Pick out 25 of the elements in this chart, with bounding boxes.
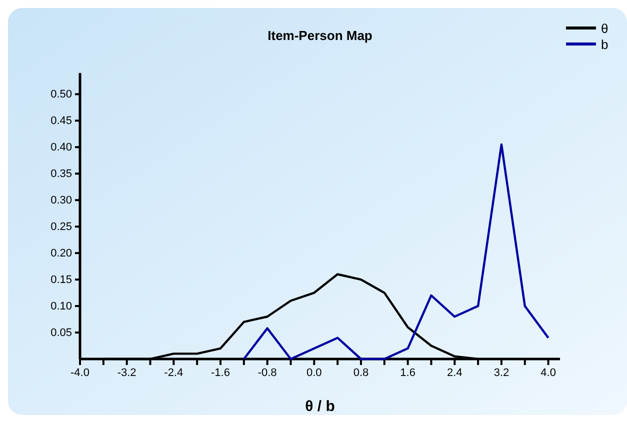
y-tick-label: 0.40	[50, 142, 72, 154]
x-tick-label: -2.4	[164, 366, 184, 379]
chart-title: Item-Person Map	[268, 28, 372, 43]
x-tick-label: -4.0	[70, 366, 90, 379]
x-axis-title: θ / b	[305, 398, 335, 415]
x-tick-label: 3.2	[494, 366, 510, 379]
x-tick-label: 2.4	[446, 366, 462, 379]
y-tick-label: 0.25	[50, 221, 72, 234]
x-tick-label: 4.0	[540, 366, 556, 379]
y-tick-label: 0.45	[50, 115, 72, 128]
x-tick-label: -1.6	[211, 366, 230, 379]
y-tick-label: 0.15	[50, 274, 72, 286]
x-tick-label: -0.8	[258, 366, 277, 379]
legend-label: θ	[601, 21, 608, 36]
y-tick-label: 0.10	[50, 300, 72, 313]
y-tick-label: 0.50	[50, 88, 72, 101]
y-tick-label: 0.20	[50, 248, 72, 260]
y-tick-label: 0.05	[50, 327, 72, 340]
x-tick-label: 0.0	[306, 366, 322, 379]
y-tick-label: 0.30	[50, 194, 72, 207]
legend-label: b	[601, 37, 608, 52]
x-tick-label: 1.6	[400, 366, 416, 379]
x-tick-label: -3.2	[117, 366, 136, 379]
y-tick-label: 0.35	[50, 168, 72, 180]
x-tick-label: 0.8	[353, 366, 369, 379]
